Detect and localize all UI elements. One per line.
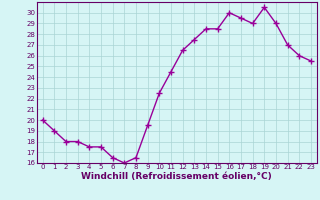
X-axis label: Windchill (Refroidissement éolien,°C): Windchill (Refroidissement éolien,°C): [81, 172, 272, 181]
